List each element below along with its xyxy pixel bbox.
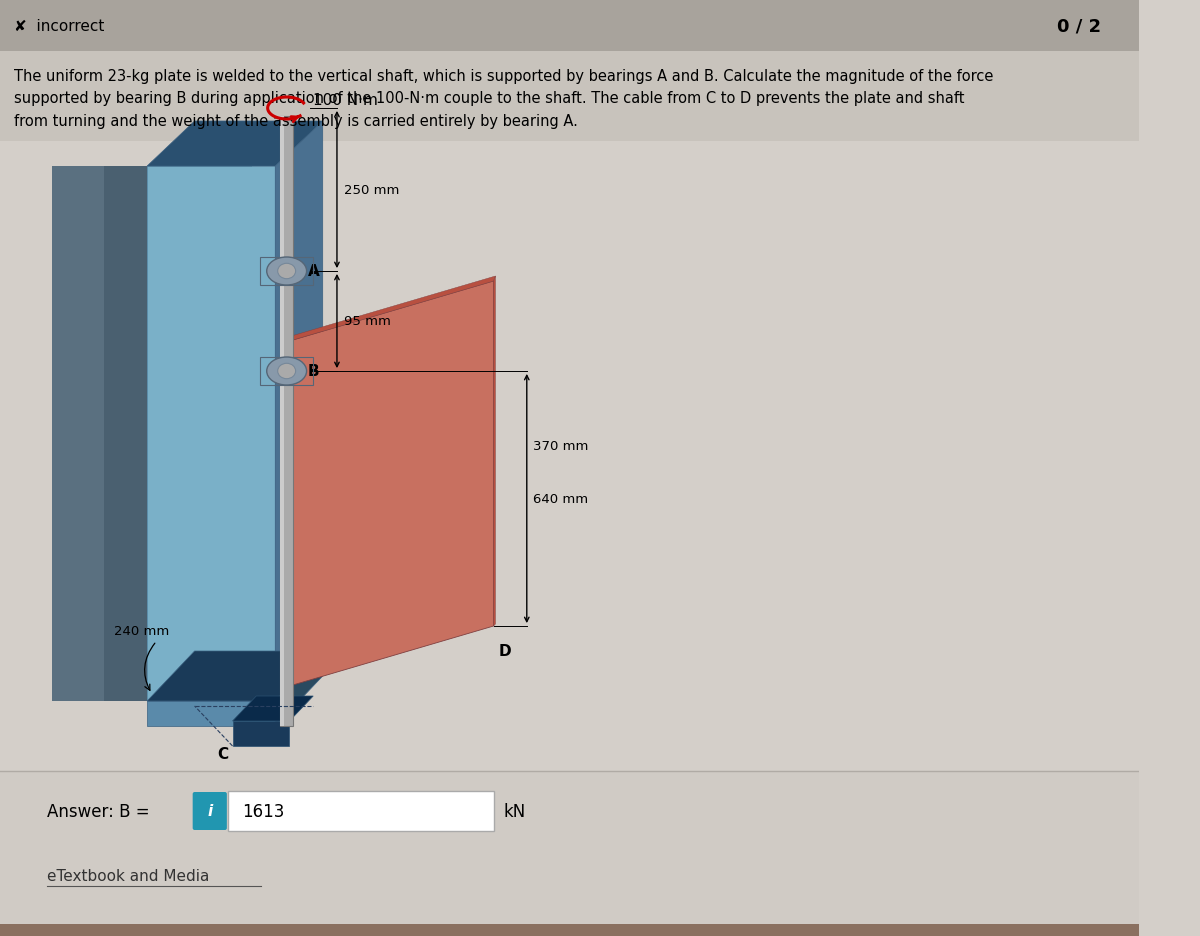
Text: 0 / 2: 0 / 2 [1057, 18, 1102, 36]
Polygon shape [233, 696, 313, 722]
Polygon shape [148, 651, 323, 701]
FancyBboxPatch shape [0, 0, 1139, 51]
FancyBboxPatch shape [0, 51, 1139, 142]
FancyBboxPatch shape [281, 117, 293, 726]
Text: A: A [307, 264, 319, 279]
Polygon shape [233, 722, 289, 746]
FancyBboxPatch shape [193, 792, 227, 830]
Text: The uniform 23-kg plate is welded to the vertical shaft, which is supported by b: The uniform 23-kg plate is welded to the… [14, 68, 994, 129]
FancyBboxPatch shape [0, 771, 1139, 936]
Ellipse shape [266, 358, 306, 386]
Ellipse shape [266, 257, 306, 285]
Text: Answer: B =: Answer: B = [48, 802, 150, 820]
Text: 240 mm: 240 mm [114, 625, 169, 637]
Text: 95 mm: 95 mm [343, 315, 390, 329]
Polygon shape [289, 277, 496, 342]
Polygon shape [289, 282, 493, 686]
Text: D: D [498, 644, 511, 659]
Polygon shape [275, 651, 323, 726]
Text: 1613: 1613 [242, 802, 284, 820]
Text: 250 mm: 250 mm [343, 183, 398, 197]
Text: 100 N·m: 100 N·m [313, 94, 378, 109]
Polygon shape [493, 277, 496, 626]
FancyBboxPatch shape [281, 117, 284, 726]
FancyBboxPatch shape [228, 791, 493, 831]
Ellipse shape [277, 364, 295, 379]
Polygon shape [53, 167, 252, 701]
Ellipse shape [277, 264, 295, 280]
FancyBboxPatch shape [0, 924, 1139, 936]
Text: 370 mm: 370 mm [534, 440, 589, 453]
Polygon shape [148, 701, 275, 726]
Text: C: C [217, 747, 229, 762]
Polygon shape [148, 167, 275, 701]
Text: kN: kN [503, 802, 526, 820]
Polygon shape [53, 167, 104, 701]
Polygon shape [275, 122, 323, 701]
Text: B: B [307, 364, 319, 379]
Polygon shape [148, 122, 323, 167]
Text: eTextbook and Media: eTextbook and Media [48, 869, 210, 884]
Text: i: i [208, 804, 212, 819]
Text: 640 mm: 640 mm [534, 492, 588, 505]
Text: ✘  incorrect: ✘ incorrect [14, 20, 104, 35]
FancyBboxPatch shape [0, 142, 1139, 936]
